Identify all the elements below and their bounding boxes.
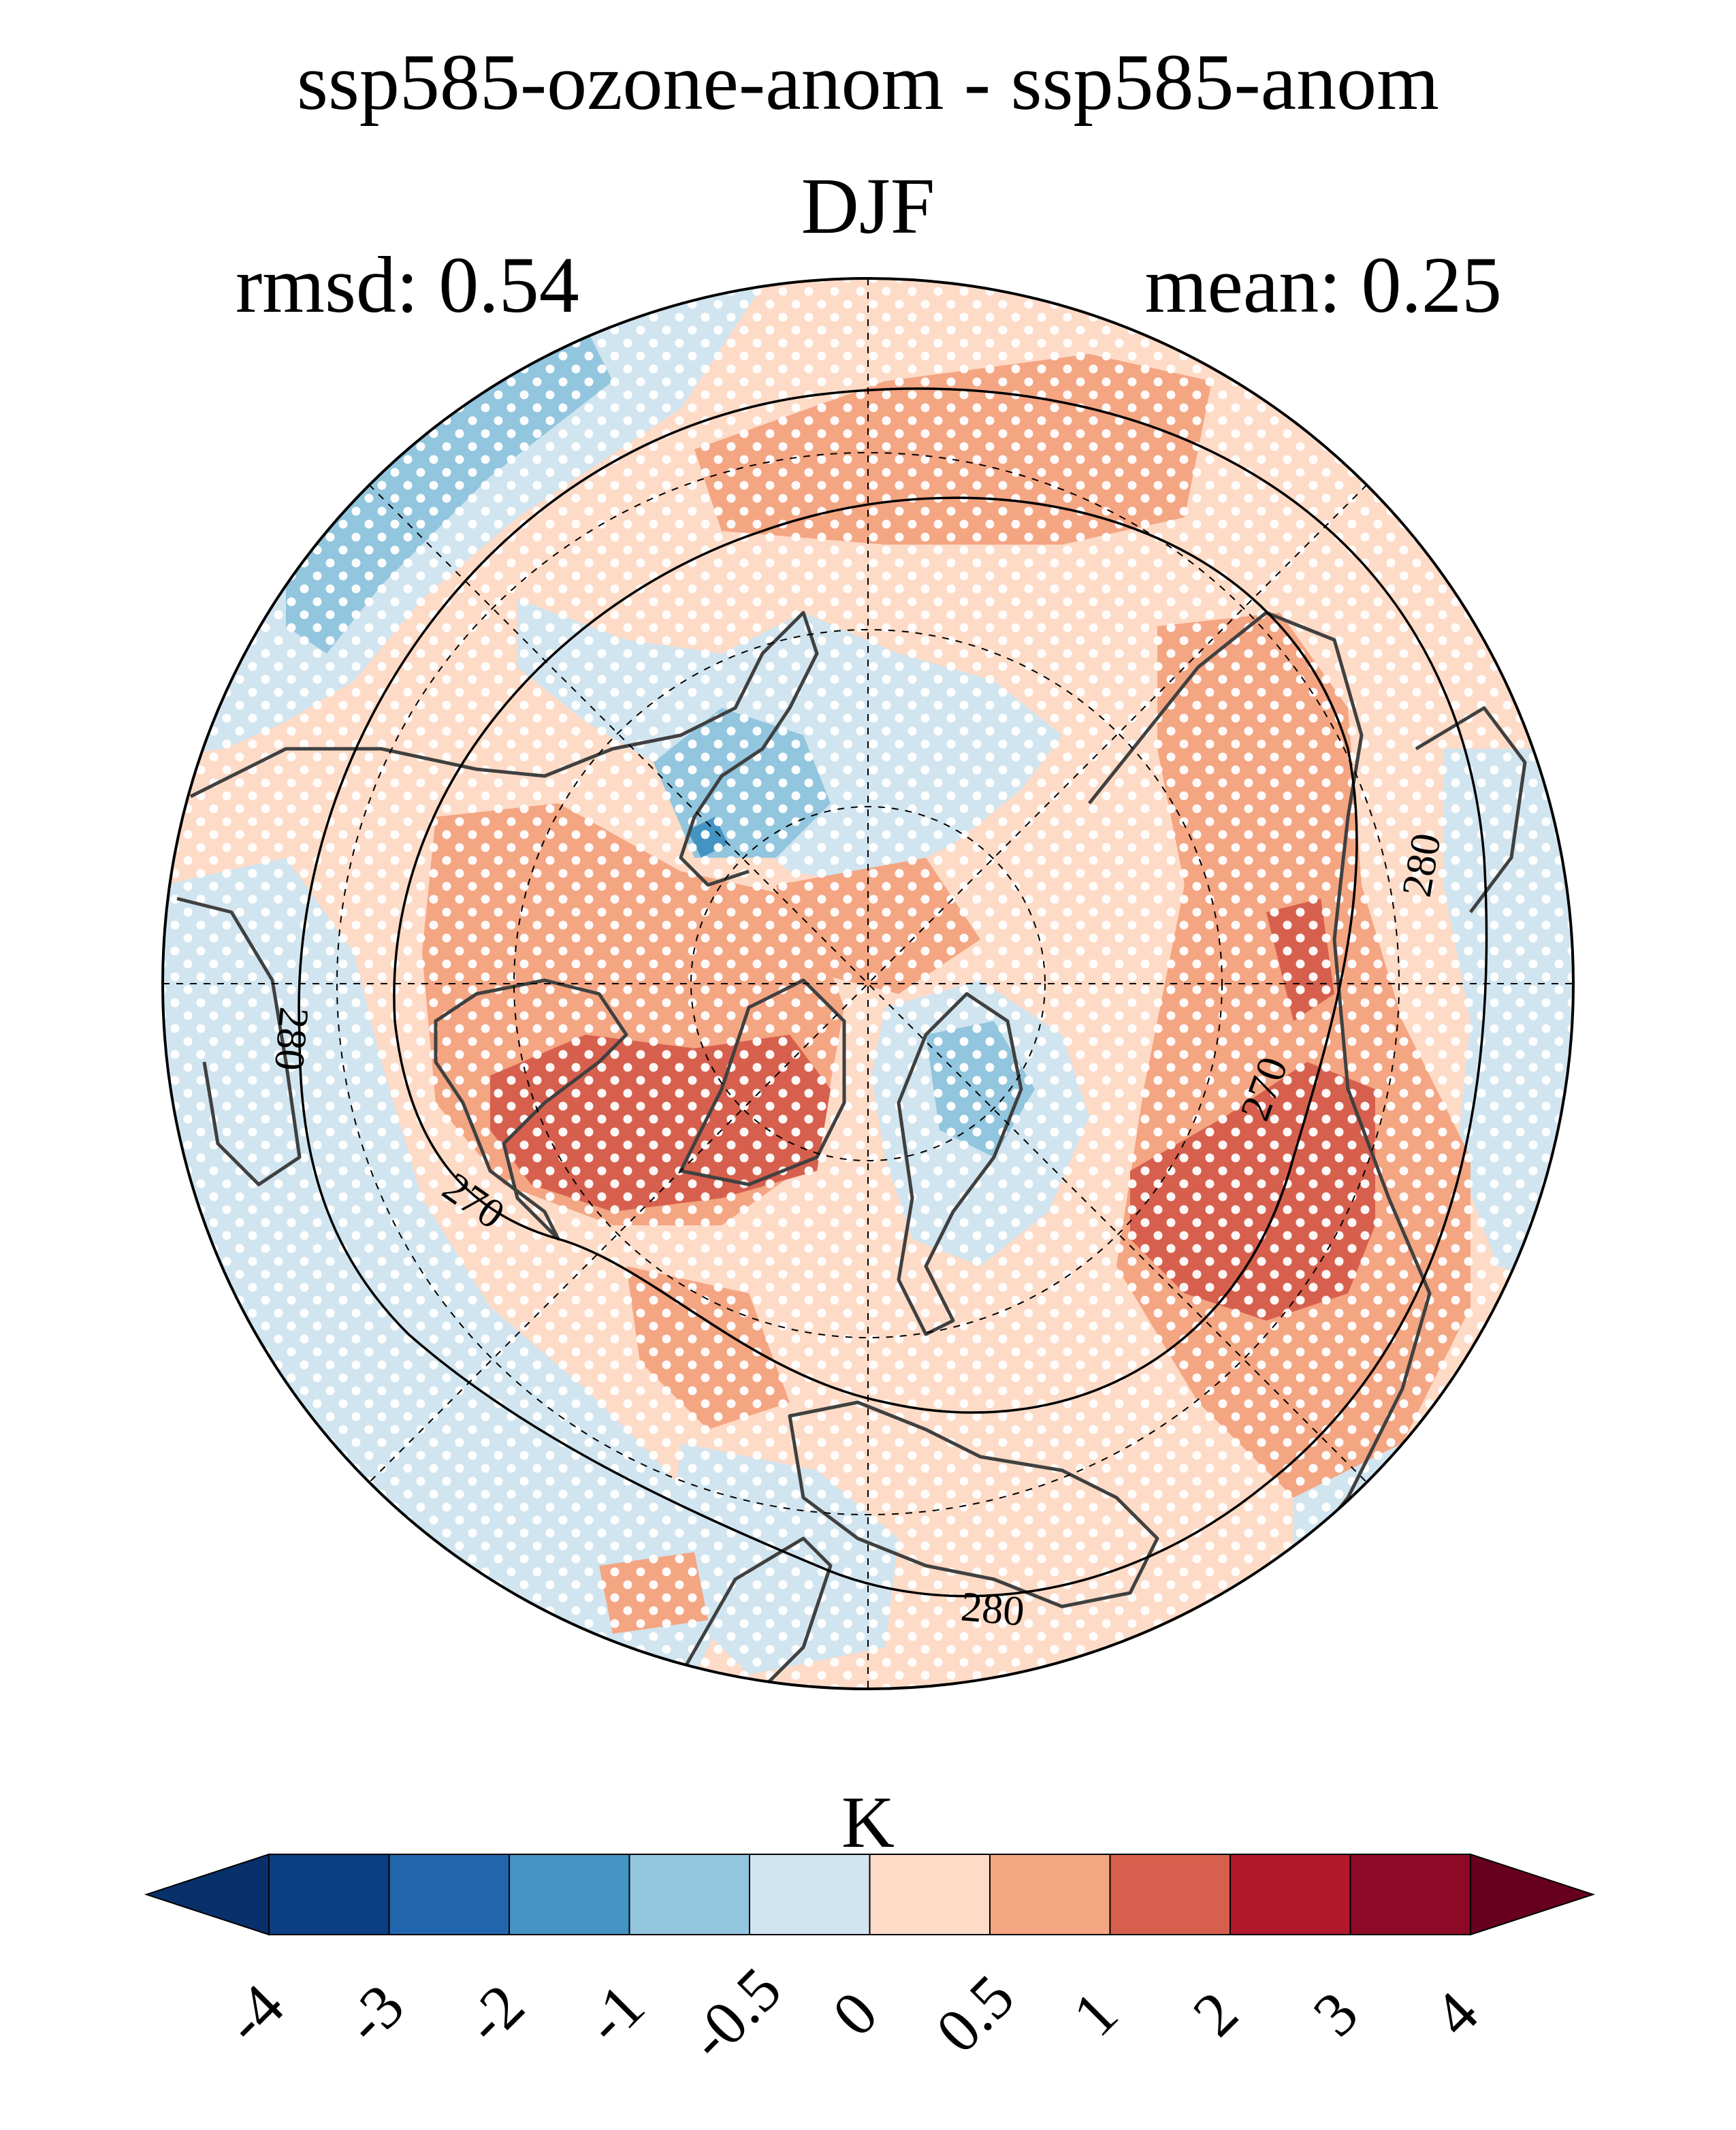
mean-stat: mean: 0.25 — [1144, 240, 1502, 329]
colorbar-cell — [989, 1854, 1111, 1935]
colorbar-tick-label: -4 — [211, 1971, 297, 2056]
colorbar-extend-high — [1470, 1853, 1596, 1936]
isotherms — [298, 387, 1488, 1598]
colorbar-tick-label: 0 — [819, 1978, 890, 2050]
coastline-scandinavia — [897, 992, 1023, 1336]
colorbar: -4 -3 -2 -1 -0.5 0 0.5 1 2 3 4 — [144, 1853, 1596, 2073]
colorbar-cell — [749, 1854, 871, 1935]
map-subtitle: DJF — [801, 161, 935, 251]
graticule-lat-80 — [690, 806, 1046, 1161]
colorbar-tick-label: -1 — [571, 1971, 657, 2056]
colorbar-cell — [628, 1854, 750, 1935]
title-block: ssp585-ozone-anom - ssp585-anom DJF rmsd… — [0, 0, 1736, 327]
graticule — [163, 278, 1573, 1689]
colorbar-cell — [1109, 1854, 1231, 1935]
colorbar-tick-label: 2 — [1180, 1978, 1251, 2050]
colorbar-cell — [388, 1854, 510, 1935]
colorbar-tick-label: -2 — [451, 1971, 537, 2056]
contour-label-280-west: 280 — [266, 1005, 317, 1073]
coastline-greenland — [679, 978, 846, 1187]
colorbar-cell — [509, 1854, 630, 1935]
colorbar-tick-label: 4 — [1420, 1978, 1492, 2050]
colorbar-tick-label: -3 — [331, 1971, 417, 2056]
coastline-hudson — [434, 978, 628, 1241]
graticule-lat-70 — [513, 629, 1223, 1338]
isotherm-280-inner — [298, 387, 1488, 1598]
coastline-europe — [788, 1400, 1159, 1609]
colorbar-tick-label: 1 — [1059, 1978, 1131, 2050]
graticule-lon-135 — [368, 484, 1368, 1483]
coastline-kamchatka — [1415, 706, 1527, 914]
rmsd-stat: rmsd: 0.54 — [236, 240, 579, 329]
isotherm-270 — [393, 496, 1358, 1414]
colorbar-cell — [869, 1854, 991, 1935]
colorbar-extend-low — [144, 1853, 270, 1936]
colorbar-cell — [1349, 1854, 1471, 1935]
coastline-pacific-east — [176, 897, 302, 1187]
map-boundary — [161, 277, 1575, 1690]
map-title: ssp585-ozone-anom - ssp585-anom — [297, 37, 1439, 127]
graticule-lon-45 — [368, 484, 1368, 1483]
colorbar-tick-labels: -4 -3 -2 -1 -0.5 0 0.5 1 2 3 4 — [211, 1954, 1491, 2073]
colorbar-tick-label: -0.5 — [675, 1954, 794, 2073]
coastline-siberia — [1088, 611, 1432, 1621]
map-disc — [163, 278, 1573, 1689]
graticule-lat-60 — [336, 452, 1400, 1515]
colorbar-unit-label: K — [841, 1782, 895, 1863]
colorbar-cell — [1229, 1854, 1351, 1935]
colorbar-cells — [144, 1853, 1596, 1936]
colorbar-tick-label: 0.5 — [922, 1961, 1027, 2065]
contour-label-280-east: 280 — [1394, 830, 1450, 900]
contour-label-280-south: 280 — [959, 1583, 1027, 1635]
coastline-africa — [679, 1536, 833, 1689]
colorbar-cell — [268, 1854, 390, 1935]
colorbar-tick-label: 3 — [1300, 1978, 1371, 2050]
